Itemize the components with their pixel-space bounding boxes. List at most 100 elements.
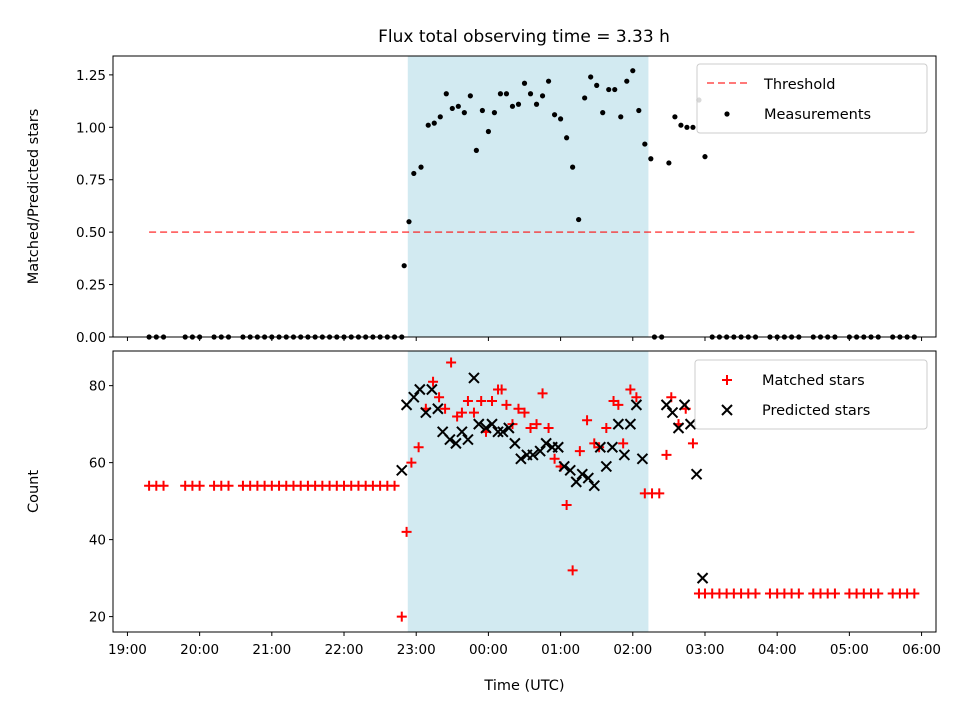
legend-measurements-swatch	[724, 111, 730, 117]
predicted-star-point	[473, 418, 485, 430]
measurement-point	[624, 78, 630, 84]
matched-star-point	[613, 399, 624, 410]
matched-star-point	[446, 357, 457, 368]
predicted-star-point	[576, 468, 588, 480]
matched-star-point	[537, 388, 548, 399]
predicted-star-point	[660, 399, 673, 411]
legend-measurements-label: Measurements	[764, 107, 871, 123]
legend-matched-swatch	[722, 375, 732, 385]
predicted-star-point	[594, 441, 607, 453]
measurement-point	[551, 112, 558, 118]
matched-star-point	[401, 526, 412, 537]
x-tick-label: 21:00	[252, 642, 291, 658]
measurement-point	[443, 91, 449, 97]
y-tick-label: 0.75	[76, 173, 106, 189]
predicted-star-point	[486, 418, 498, 430]
predicted-stars-series	[396, 372, 709, 584]
matched-star-point	[525, 422, 536, 433]
matched-star-point	[513, 403, 524, 414]
measurement-point	[473, 147, 479, 153]
predicted-star-point	[618, 449, 631, 461]
measurement-point	[648, 156, 654, 162]
predicted-star-point	[534, 445, 546, 457]
measurement-point	[684, 124, 690, 130]
matched-star-point	[793, 588, 804, 599]
bottom-plot-frame	[112, 350, 937, 633]
x-tick-label: 06:00	[902, 642, 941, 658]
matched-star-point	[389, 480, 400, 491]
y-tick-label: 1.00	[76, 120, 106, 136]
measurement-point	[509, 103, 516, 109]
matched-star-point	[618, 438, 629, 449]
matched-star-point	[194, 480, 205, 491]
measurement-point	[606, 86, 612, 93]
top-y-axis-label: Matched/Predicted stars	[26, 109, 42, 285]
bottom-panel: 20 40 60 80 19:00 20:00 21:00 22:00 23:00 00:00 0…	[26, 350, 941, 694]
predicted-star-point	[696, 572, 709, 584]
x-tick-label: 23:00	[397, 642, 436, 658]
matched-star-point	[413, 442, 424, 453]
measurement-point	[557, 116, 564, 122]
predicted-star-point	[684, 418, 697, 430]
measurement-point	[588, 74, 594, 80]
measurement-point	[564, 135, 570, 141]
measurement-point	[594, 82, 600, 88]
top-shaded-interval	[407, 56, 649, 337]
measurement-point	[545, 78, 552, 84]
predicted-star-point	[588, 480, 600, 492]
matched-star-point	[687, 438, 698, 449]
predicted-star-point	[420, 406, 432, 419]
matched-star-point	[543, 422, 554, 433]
measurement-point	[406, 219, 412, 225]
measurement-point	[515, 101, 522, 107]
measurement-point	[479, 107, 485, 114]
predicted-star-point	[690, 468, 703, 480]
measurement-point	[690, 124, 696, 130]
measurement-point	[431, 120, 437, 126]
measurement-point	[461, 110, 467, 116]
predicted-star-point	[630, 399, 643, 411]
matched-star-point	[873, 588, 884, 599]
legend-x-marker	[721, 404, 733, 416]
matched-star-point	[428, 376, 439, 387]
predicted-star-point	[612, 418, 625, 430]
predicted-star-point	[666, 406, 679, 419]
predicted-star-point	[462, 433, 474, 446]
predicted-star-point	[468, 372, 480, 384]
matched-star-point	[531, 419, 542, 430]
predicted-star-point	[426, 383, 438, 396]
measurement-point	[582, 95, 588, 101]
predicted-star-point	[582, 472, 594, 484]
matched-star-point	[519, 407, 530, 418]
measurement-point	[503, 91, 510, 97]
predicted-star-point	[503, 422, 515, 434]
measurement-point	[672, 114, 678, 120]
y-tick-label: 0.25	[76, 278, 106, 294]
measurement-point	[455, 103, 461, 109]
predicted-star-point	[527, 449, 539, 461]
predicted-star-point	[552, 441, 564, 453]
predicted-star-point	[509, 437, 521, 450]
matched-star-point	[496, 384, 507, 395]
measurement-point	[485, 128, 492, 135]
y-tick-label: 0.50	[76, 225, 106, 241]
x-axis-label: Time (UTC)	[483, 678, 564, 694]
measurement-point	[570, 164, 576, 170]
predicted-star-point	[408, 391, 420, 403]
predicted-star-point	[678, 399, 691, 411]
y-tick-label: 20	[89, 610, 106, 626]
predicted-star-point	[606, 441, 619, 453]
matched-star-point	[601, 422, 612, 433]
legend-predicted-label: Predicted stars	[762, 403, 870, 419]
measurement-point	[467, 93, 473, 99]
matched-star-point	[567, 565, 578, 576]
measurement-point	[678, 122, 684, 128]
bottom-y-axis: 20 40 60 80	[89, 379, 113, 626]
measurement-point	[401, 263, 407, 269]
top-plot-frame	[112, 55, 937, 338]
predicted-star-point	[480, 422, 492, 434]
bottom-legend-box	[694, 359, 928, 430]
measurement-point	[449, 105, 455, 112]
predicted-star-point	[456, 426, 468, 438]
matched-star-point	[396, 611, 407, 622]
